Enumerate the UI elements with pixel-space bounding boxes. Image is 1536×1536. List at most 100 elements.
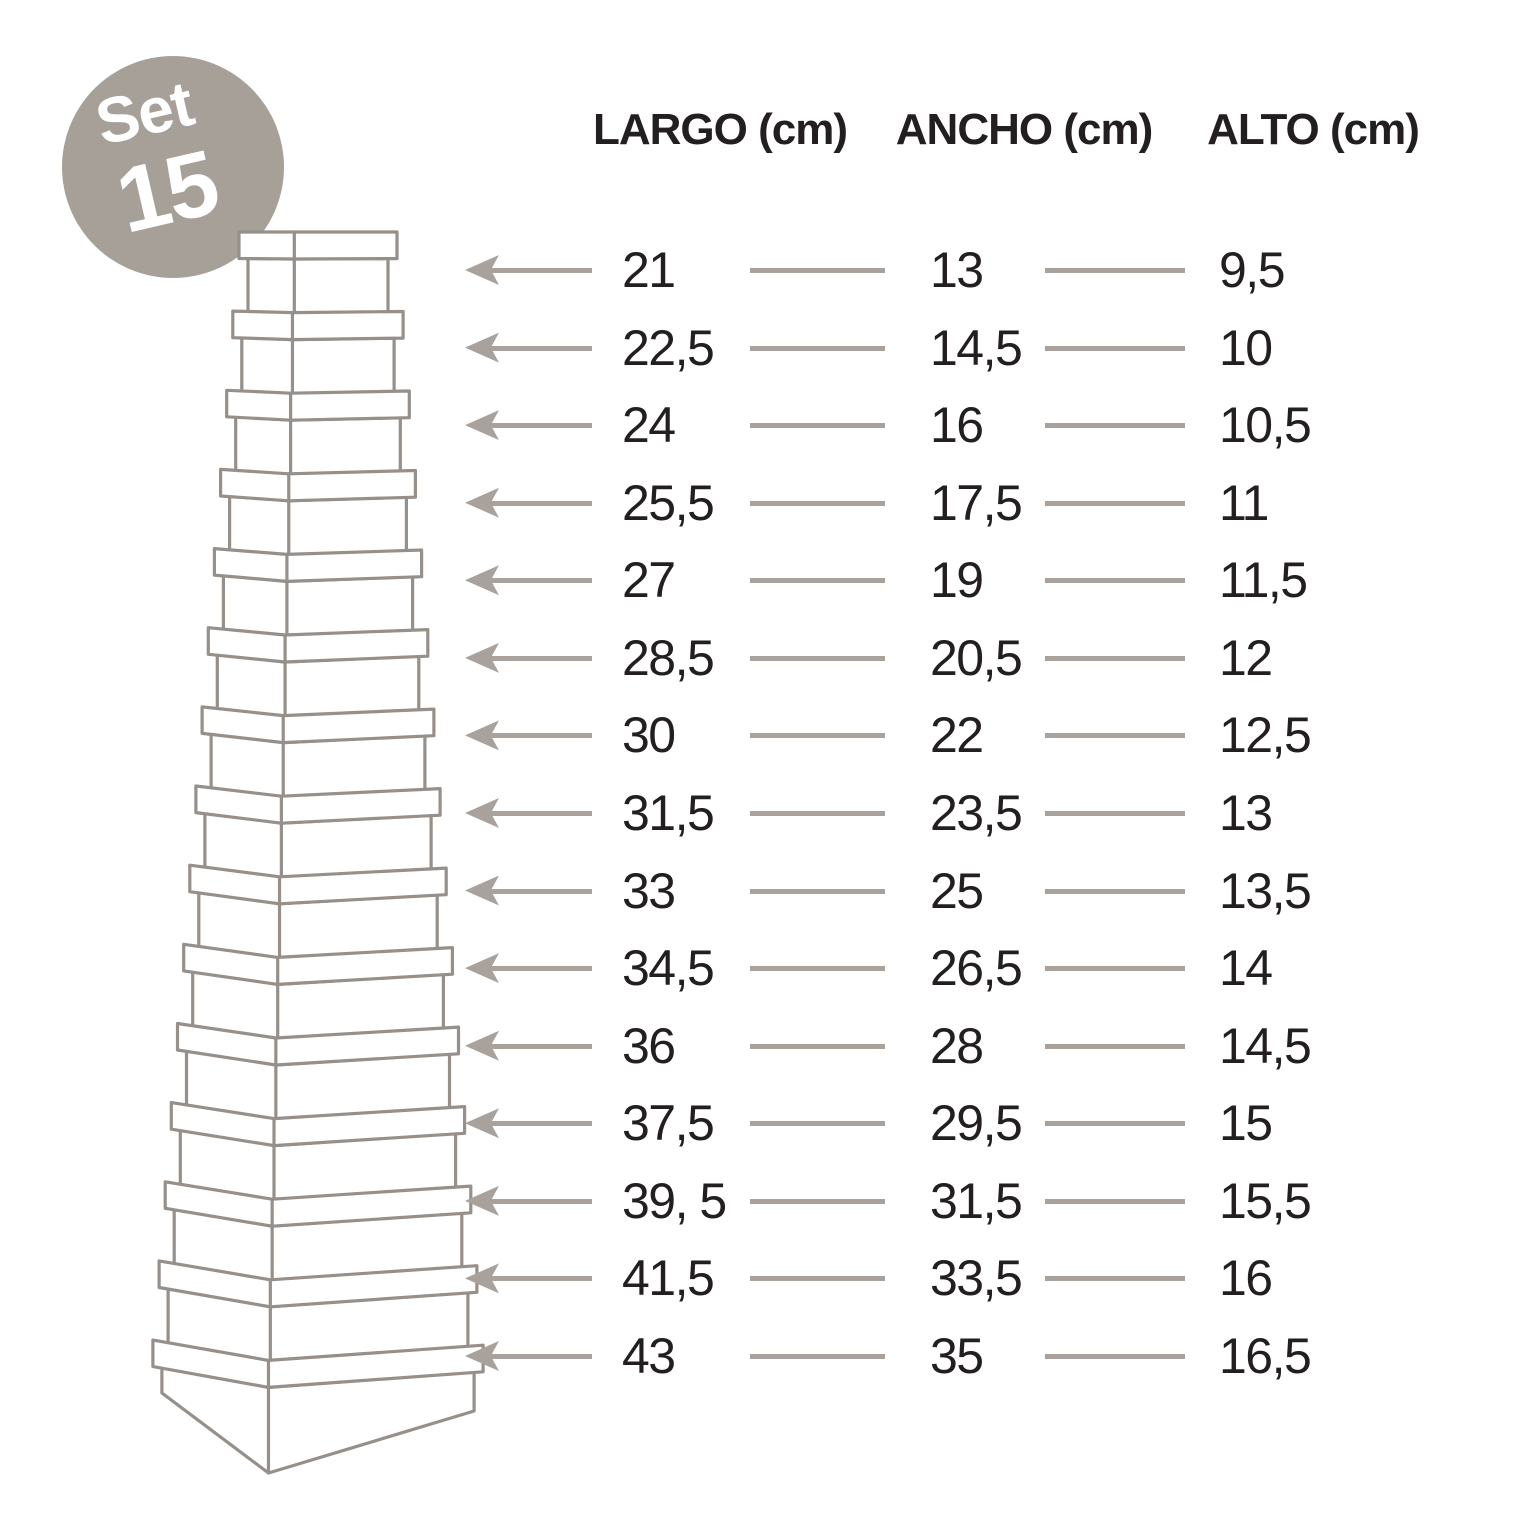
largo-value: 21 <box>622 242 676 298</box>
ancho-value: 22 <box>930 707 984 764</box>
table-row: 28,5 20,5 12 <box>455 627 1415 689</box>
table-row: 37,5 29,5 15 <box>455 1092 1415 1154</box>
largo-value: 43 <box>622 1327 676 1384</box>
ancho-value: 25 <box>930 862 984 919</box>
arrow-left-icon <box>465 472 595 534</box>
connector-line <box>750 1043 885 1049</box>
arrow-shaft <box>485 423 592 429</box>
alto-value: 11 <box>1219 474 1269 531</box>
largo-value: 27 <box>622 552 676 609</box>
arrow-left-icon <box>465 1247 595 1309</box>
alto-value: 10 <box>1219 319 1273 376</box>
box-stack-illustration <box>151 230 485 1475</box>
largo-value: 25,5 <box>622 474 715 531</box>
arrow-left-icon <box>465 782 595 844</box>
table-row: 21 13 9,5 <box>455 239 1415 301</box>
connector-line <box>750 1276 885 1282</box>
largo-value: 41,5 <box>622 1250 715 1307</box>
connector-line <box>1045 268 1185 273</box>
table-row: 25,5 17,5 11 <box>455 472 1415 534</box>
connector-line <box>750 733 885 739</box>
connector-line <box>750 268 885 273</box>
largo-value: 33 <box>622 862 676 919</box>
table-row: 27 19 11,5 <box>455 549 1415 611</box>
arrow-shaft <box>485 966 592 972</box>
ancho-value: 23,5 <box>930 784 1023 841</box>
arrow-left-icon <box>465 1170 595 1232</box>
table-row: 31,5 23,5 13 <box>455 782 1415 844</box>
arrow-shaft <box>485 268 592 273</box>
arrow-shaft <box>485 578 592 584</box>
largo-value: 22,5 <box>622 319 715 376</box>
arrow-shaft <box>485 1043 592 1049</box>
arrow-shaft <box>485 1276 592 1282</box>
connector-line <box>750 1353 885 1359</box>
arrow-left-icon <box>465 860 595 922</box>
alto-value: 10,5 <box>1219 397 1312 454</box>
arrow-shaft <box>485 1198 592 1204</box>
alto-value: 16,5 <box>1219 1327 1312 1384</box>
alto-value: 13 <box>1219 784 1273 841</box>
ancho-value: 19 <box>930 552 984 609</box>
alto-value: 16 <box>1219 1250 1273 1307</box>
arrow-left-icon <box>465 1325 595 1387</box>
connector-line <box>750 423 885 429</box>
alto-value: 14 <box>1219 940 1273 997</box>
ancho-value: 29,5 <box>930 1095 1023 1152</box>
ancho-value: 33,5 <box>930 1250 1023 1307</box>
ancho-value: 14,5 <box>930 319 1023 376</box>
connector-line <box>750 578 885 584</box>
ancho-value: 35 <box>930 1327 984 1384</box>
connector-line <box>1045 500 1185 506</box>
largo-value: 34,5 <box>622 940 715 997</box>
arrow-shaft <box>485 733 592 739</box>
connector-line <box>1045 578 1185 584</box>
largo-value: 39, 5 <box>622 1172 727 1229</box>
ancho-value: 26,5 <box>930 940 1023 997</box>
table-row: 34,5 26,5 14 <box>455 937 1415 999</box>
largo-value: 24 <box>622 397 676 454</box>
connector-line <box>1045 1276 1185 1282</box>
table-row: 36 28 14,5 <box>455 1015 1415 1077</box>
alto-value: 12,5 <box>1219 707 1312 764</box>
arrow-shaft <box>485 810 592 816</box>
ancho-value: 17,5 <box>930 474 1023 531</box>
arrow-shaft <box>485 888 592 894</box>
arrow-left-icon <box>465 239 595 301</box>
alto-value: 11,5 <box>1219 552 1308 609</box>
arrow-left-icon <box>465 549 595 611</box>
arrow-shaft <box>485 500 592 506</box>
connector-line <box>750 1198 885 1204</box>
connector-line <box>1045 655 1185 661</box>
connector-line <box>1045 345 1185 351</box>
arrow-left-icon <box>465 627 595 689</box>
table-row: 33 25 13,5 <box>455 860 1415 922</box>
alto-value: 15,5 <box>1219 1172 1312 1229</box>
ancho-value: 31,5 <box>930 1172 1023 1229</box>
table-row: 24 16 10,5 <box>455 394 1415 456</box>
largo-value: 30 <box>622 707 676 764</box>
alto-value: 14,5 <box>1219 1017 1312 1074</box>
connector-line <box>750 966 885 972</box>
arrow-shaft <box>485 1121 592 1127</box>
connector-line <box>750 655 885 661</box>
connector-line <box>750 810 885 816</box>
ancho-value: 28 <box>930 1017 984 1074</box>
arrow-left-icon <box>465 704 595 766</box>
arrow-shaft <box>485 1353 592 1359</box>
arrow-left-icon <box>465 394 595 456</box>
column-header-largo: LARGO (cm) <box>593 105 848 154</box>
connector-line <box>1045 733 1185 739</box>
connector-line <box>750 1121 885 1127</box>
table-row: 43 35 16,5 <box>455 1325 1415 1387</box>
largo-value: 37,5 <box>622 1095 715 1152</box>
ancho-value: 20,5 <box>930 629 1023 686</box>
largo-value: 36 <box>622 1017 676 1074</box>
connector-line <box>1045 423 1185 429</box>
alto-value: 15 <box>1219 1095 1273 1152</box>
table-row: 22,5 14,5 10 <box>455 317 1415 379</box>
largo-value: 31,5 <box>622 784 715 841</box>
connector-line <box>1045 1043 1185 1049</box>
table-row: 41,5 33,5 16 <box>455 1247 1415 1309</box>
